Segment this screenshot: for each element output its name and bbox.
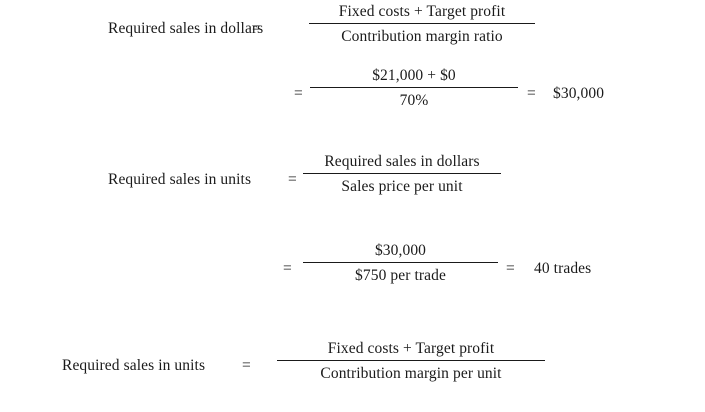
equation-5-denominator: Contribution margin per unit xyxy=(320,365,502,382)
equation-3-fraction: Required sales in dollars Sales price pe… xyxy=(303,152,501,196)
equation-4-fraction: $30,000 $750 per trade xyxy=(303,241,498,285)
equation-1-numerator: Fixed costs + Target profit xyxy=(338,3,506,20)
equation-1-fraction-bar xyxy=(309,23,535,24)
equation-5-label: Required sales in units xyxy=(62,357,206,374)
equation-3-fraction-bar xyxy=(303,173,501,174)
equation-5-numerator: Fixed costs + Target profit xyxy=(327,340,495,357)
equation-4-denominator: $750 per trade xyxy=(355,267,446,284)
equation-3-label: Required sales in units xyxy=(108,171,252,188)
equation-4-result-equals-sign: = xyxy=(506,260,515,277)
equation-2-fraction-bar xyxy=(310,87,518,88)
equation-2-fraction: $21,000 + $0 70% xyxy=(310,66,518,110)
equation-2-result-equals-sign: = xyxy=(527,85,536,102)
equation-1-denominator: Contribution margin ratio xyxy=(341,28,503,45)
equation-4-numerator: $30,000 xyxy=(374,242,427,259)
equation-1-label: Required sales in dollars xyxy=(108,20,264,37)
equation-4-result-value: 40 trades xyxy=(534,260,592,277)
equation-3-equals-sign: = xyxy=(288,171,297,188)
equation-5-fraction: Fixed costs + Target profit Contribution… xyxy=(277,339,545,383)
equation-3-denominator: Sales price per unit xyxy=(341,178,463,195)
equation-1-equals-sign: = xyxy=(252,20,261,37)
equation-4-fraction-bar xyxy=(303,262,498,263)
equation-5-equals-sign: = xyxy=(242,357,251,374)
equation-1-fraction: Fixed costs + Target profit Contribution… xyxy=(309,2,535,46)
equation-5-fraction-bar xyxy=(277,360,545,361)
equation-3-numerator: Required sales in dollars xyxy=(324,153,480,170)
equation-2-denominator: 70% xyxy=(399,92,429,109)
equation-2-result-value: $30,000 xyxy=(553,85,605,102)
equation-2-equals-sign: = xyxy=(294,85,303,102)
equation-4-equals-sign: = xyxy=(283,260,292,277)
equation-2-numerator: $21,000 + $0 xyxy=(372,67,456,84)
